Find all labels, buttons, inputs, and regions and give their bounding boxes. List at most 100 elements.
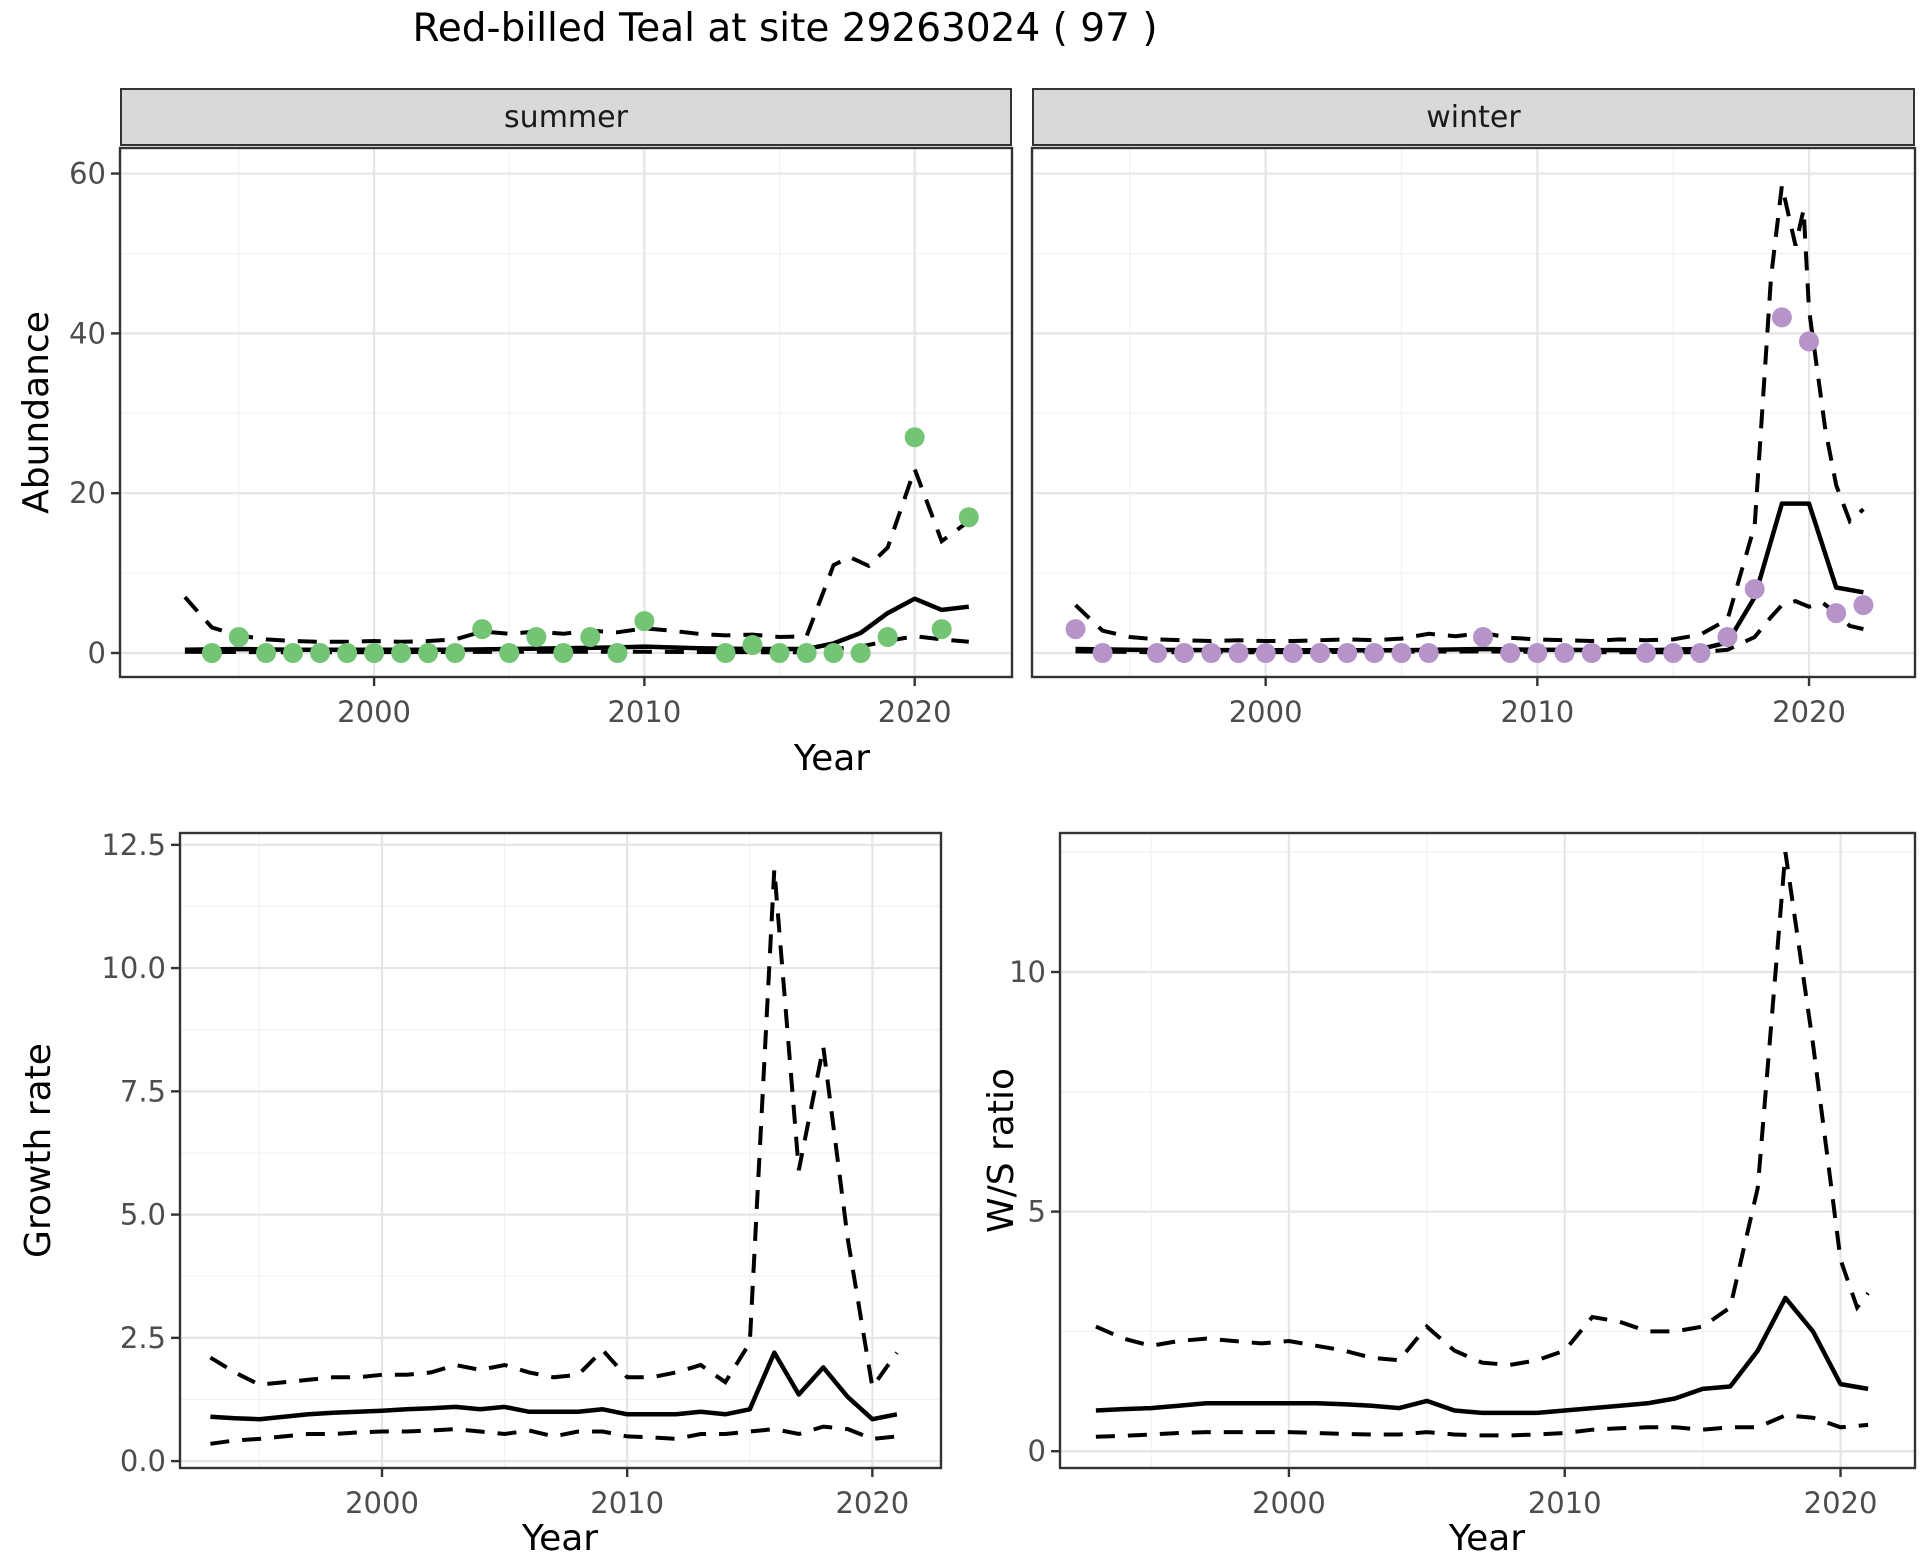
data-point: [769, 643, 790, 663]
x-tick-label: 2020: [1804, 1486, 1878, 1520]
data-point: [1473, 627, 1493, 647]
x-tick-label: 2000: [345, 1486, 419, 1520]
data-layer: [1095, 851, 1870, 1439]
panel-abundance_summer: 2000 2010 2020 0 20 40 60: [69, 146, 1014, 729]
panel-growth_rate: 2000 2010 2020 0.0 2.5 5.0 7.5 10.0 12.5: [101, 828, 943, 1520]
data-point: [877, 627, 898, 647]
data-point: [418, 643, 439, 663]
panel-border: [1030, 146, 1917, 679]
data-point: [958, 507, 979, 528]
y-tick-label: 2.5: [120, 1321, 166, 1355]
data-point: [931, 619, 952, 640]
data-point: [1174, 643, 1195, 663]
data-point: [499, 643, 520, 663]
data-point: [1201, 643, 1222, 663]
panel-background: [1060, 833, 1915, 1468]
data-point: [1744, 579, 1765, 600]
data-point: [1391, 643, 1412, 663]
y-axis-title-growth-rate: Growth rate: [17, 1042, 59, 1258]
y-tick-label: 7.5: [120, 1074, 166, 1108]
data-point: [364, 643, 385, 663]
x-tick-label: 2020: [1772, 695, 1846, 729]
data-point: [1826, 603, 1847, 624]
data-point: [1853, 595, 1874, 616]
data-point: [553, 643, 574, 663]
data-point: [850, 643, 871, 663]
data-point: [310, 643, 330, 663]
data-point: [1554, 643, 1575, 663]
y-tick-label: 0: [1028, 1434, 1046, 1468]
data-point: [201, 643, 222, 663]
panel-abundance_winter: 2000 2010 2020: [1030, 146, 1917, 729]
data-point: [256, 643, 276, 663]
y-tick-label: 5.0: [120, 1198, 166, 1232]
fit-line: [184, 596, 970, 653]
data-point: [1500, 643, 1521, 663]
data-point: [526, 627, 547, 647]
data-point: [1310, 643, 1330, 663]
data-point: [1581, 643, 1602, 663]
data-point: [1418, 643, 1439, 663]
data-point: [742, 635, 763, 655]
data-point: [228, 627, 249, 647]
y-tick-label: 5: [1028, 1195, 1046, 1229]
x-tick-label: 2000: [337, 695, 411, 729]
x-tick-label: 2010: [590, 1486, 664, 1520]
panel-background: [1032, 148, 1915, 677]
x-tick-label: 2000: [1229, 695, 1303, 729]
data-point: [1065, 619, 1086, 640]
data-layer: [1065, 185, 1874, 663]
data-point: [283, 643, 303, 663]
facet-strip-summer-label: summer: [504, 99, 628, 135]
data-layer: [209, 869, 899, 1446]
data-point: [823, 643, 844, 663]
x-tick-label: 2010: [607, 695, 681, 729]
panel-border: [118, 146, 1014, 679]
data-point: [1636, 643, 1656, 663]
data-point: [1771, 307, 1792, 328]
data-point: [1337, 643, 1358, 663]
data-point: [715, 643, 736, 663]
data-point: [1228, 643, 1249, 663]
data-point: [1717, 627, 1738, 647]
data-point: [472, 619, 493, 640]
page-title: Red-billed Teal at site 29263024 ( 97 ): [412, 6, 1158, 51]
panel-ws_ratio: 2000 2010 2020 0 5 10: [1009, 831, 1917, 1520]
facet-strip-summer: summer: [120, 88, 1012, 146]
panel-background: [180, 833, 941, 1468]
x-tick-label: 2000: [1252, 1486, 1326, 1520]
x-tick-label: 2010: [1500, 695, 1574, 729]
data-point: [796, 643, 817, 663]
data-point: [1282, 643, 1303, 663]
panel-border: [1058, 831, 1917, 1470]
data-point: [1364, 643, 1385, 663]
y-tick-label: 12.5: [101, 828, 166, 862]
data-point: [904, 427, 925, 448]
lower-ci-line: [1095, 1413, 1869, 1439]
data-point: [1147, 643, 1167, 663]
data-point: [1799, 331, 1819, 352]
data-point: [1663, 643, 1684, 663]
facet-strip-winter: winter: [1032, 88, 1915, 146]
y-tick-label: 0.0: [120, 1444, 166, 1478]
data-point: [634, 611, 655, 632]
upper-ci-line: [1074, 185, 1865, 644]
data-point: [1255, 643, 1276, 663]
data-point: [1690, 643, 1711, 663]
upper-ci-line: [1095, 851, 1870, 1368]
y-tick-label: 60: [69, 157, 106, 191]
data-point: [337, 643, 358, 663]
y-tick-label: 20: [69, 476, 106, 510]
data-point: [607, 643, 628, 663]
upper-ci-line: [209, 869, 899, 1393]
y-axis-title-ws-ratio: W/S ratio: [981, 1067, 1023, 1233]
data-point: [445, 643, 466, 663]
lower-ci-line: [210, 1424, 898, 1446]
facet-strip-winter-label: winter: [1426, 99, 1521, 135]
data-point: [580, 627, 601, 647]
fit-line: [1095, 1295, 1869, 1416]
y-tick-label: 0: [88, 636, 106, 670]
x-tick-label: 2010: [1528, 1486, 1602, 1520]
